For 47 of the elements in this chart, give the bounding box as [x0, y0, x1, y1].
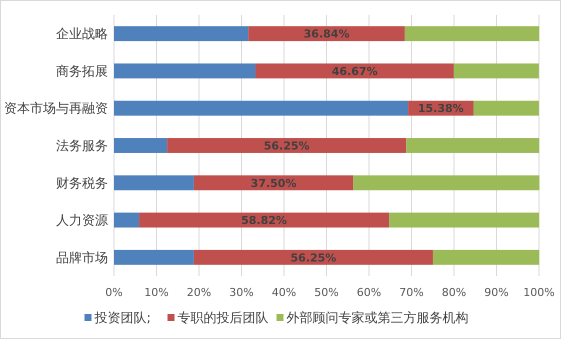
- x-tick-label: 0%: [105, 286, 123, 299]
- bar: [389, 212, 540, 228]
- data-label: 36.84%: [304, 28, 350, 41]
- bar: [256, 63, 454, 78]
- bar: [167, 138, 406, 153]
- bar: [114, 26, 248, 42]
- y-tick-label: 人力资源: [56, 214, 108, 229]
- legend-label: 专职的投后团队: [178, 311, 268, 326]
- y-tick-label: 法务服务: [56, 139, 108, 154]
- data-label: 58.82%: [241, 214, 287, 228]
- x-tick-label: 40%: [272, 286, 296, 299]
- x-tick-label: 100%: [523, 286, 555, 299]
- x-tick-label: 30%: [229, 286, 254, 299]
- y-tick-label: 财务税务: [56, 176, 108, 192]
- bar: [432, 250, 540, 265]
- data-label: 56.25%: [290, 251, 336, 264]
- bar: [114, 138, 168, 153]
- y-tick-label: 资本市场与再融资: [4, 102, 108, 117]
- x-tick-label: 70%: [399, 286, 424, 299]
- y-tick-label: 品牌市场: [56, 250, 108, 266]
- bar: [114, 250, 194, 265]
- x-tick-label: 20%: [186, 286, 212, 299]
- legend-label: 投资团队;: [94, 311, 151, 326]
- bar: [114, 63, 256, 78]
- x-tick-label: 90%: [484, 286, 509, 299]
- data-label: 56.25%: [264, 140, 310, 152]
- x-tick-label: 80%: [442, 286, 466, 299]
- bar: [114, 175, 194, 190]
- x-tick-label: 10%: [144, 286, 169, 299]
- bar: [404, 26, 540, 42]
- bar: [248, 26, 405, 42]
- bar: [114, 100, 408, 116]
- y-tick-label: 商务拓展: [56, 64, 108, 80]
- x-tick-label: 50%: [314, 286, 339, 299]
- data-label: 37.50%: [250, 176, 296, 190]
- bar: [454, 63, 539, 78]
- x-tick-label: 60%: [356, 286, 382, 299]
- y-tick-label: 企业战略: [56, 27, 108, 42]
- data-label: 46.67%: [332, 64, 378, 78]
- bar: [406, 138, 540, 153]
- bar: [114, 212, 140, 228]
- bar: [139, 212, 390, 228]
- bar: [473, 100, 539, 116]
- bar: [194, 250, 433, 265]
- bar: [353, 175, 540, 190]
- legend-label: 外部顾问专家或第三方服务机构: [286, 310, 468, 326]
- data-label: 15.38%: [418, 102, 464, 116]
